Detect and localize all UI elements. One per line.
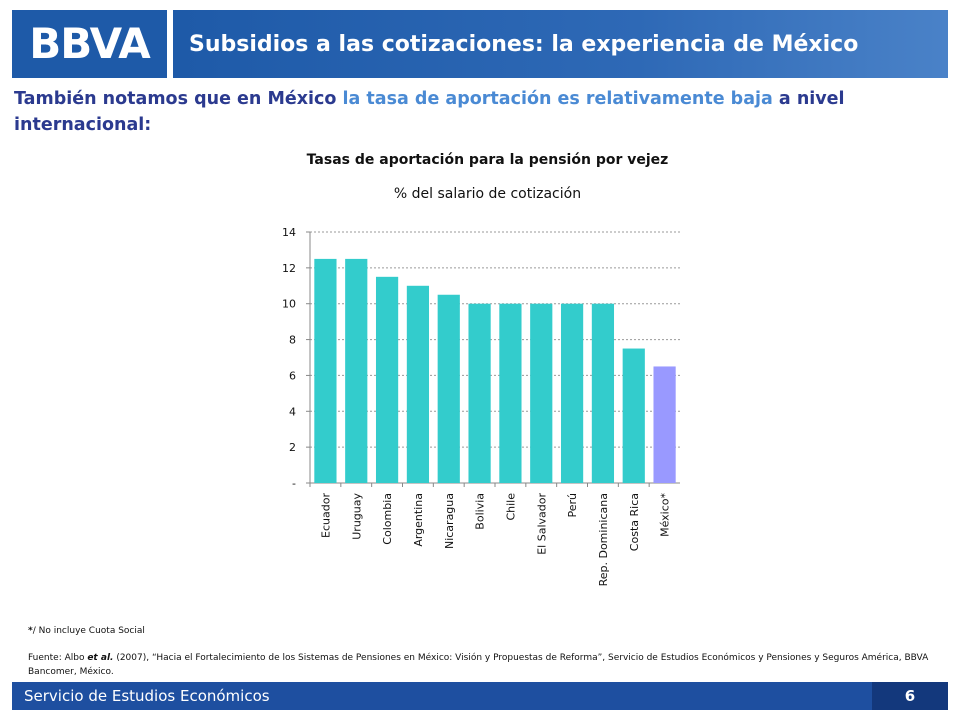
bar-colombia bbox=[375, 276, 399, 483]
slide-subtitle: También notamos que en México la tasa de… bbox=[14, 86, 934, 138]
chart-title: Tasas de aportación para la pensión por … bbox=[306, 152, 669, 168]
bbva-logo: BBVA bbox=[12, 10, 167, 78]
footer-label: Servicio de Estudios Económicos bbox=[24, 687, 270, 705]
page-title: Subsidios a las cotizaciones: la experie… bbox=[189, 31, 859, 57]
chart-subtitle: % del salario de cotización bbox=[393, 186, 582, 202]
y-tick-label: 14 bbox=[282, 226, 296, 239]
x-tick-label: Colombia bbox=[381, 493, 394, 545]
header: BBVA Subsidios a las cotizaciones: la ex… bbox=[0, 0, 960, 80]
footnote: */ No incluye Cuota Social bbox=[28, 626, 145, 636]
x-tick-label: Ecuador bbox=[319, 493, 332, 538]
x-tick-label: Costa Rica bbox=[628, 493, 641, 551]
logo-text: BBVA bbox=[29, 19, 150, 68]
page-number: 6 bbox=[872, 682, 948, 710]
bar-bolivia bbox=[468, 303, 491, 483]
bar-per- bbox=[560, 303, 584, 483]
source-etal: et al. bbox=[87, 653, 114, 663]
x-tick-label: El Salvador bbox=[535, 493, 548, 555]
x-tick-label: Rep. Dominicana bbox=[597, 493, 610, 586]
x-tick-label: Bolivia bbox=[474, 493, 487, 530]
bar-nicaragua bbox=[437, 294, 460, 483]
subtitle-part-3: a nivel internacional: bbox=[14, 89, 845, 135]
y-tick-label: 4 bbox=[289, 405, 296, 418]
source-text: (2007), “Hacia el Fortalecimiento de los… bbox=[28, 653, 929, 677]
bar-costa-rica bbox=[622, 348, 645, 483]
x-tick-label: Perú bbox=[566, 493, 579, 518]
x-tick-label: Uruguay bbox=[350, 493, 363, 540]
y-tick-label: 10 bbox=[282, 298, 296, 311]
footer-bar: Servicio de Estudios Económicos 6 bbox=[12, 682, 948, 710]
source-prefix: Fuente: Albo bbox=[28, 653, 88, 663]
bar-argentina bbox=[406, 285, 430, 483]
footnote-text: / No incluye Cuota Social bbox=[32, 626, 145, 636]
x-tick-label: Nicaragua bbox=[443, 493, 456, 549]
x-tick-label: México* bbox=[659, 493, 672, 537]
subtitle-part-1: También notamos que en México bbox=[14, 89, 343, 109]
y-tick-label: - bbox=[292, 477, 296, 490]
bar-m-xico- bbox=[653, 366, 676, 483]
y-tick-label: 2 bbox=[289, 441, 296, 454]
title-bar: Subsidios a las cotizaciones: la experie… bbox=[173, 10, 948, 78]
footnote-mark: * bbox=[28, 626, 33, 636]
bar-ecuador bbox=[314, 258, 337, 483]
y-tick-label: 8 bbox=[289, 334, 296, 347]
y-tick-label: 12 bbox=[282, 262, 296, 275]
source-note: Fuente: Albo et al. (2007), “Hacia el Fo… bbox=[28, 651, 933, 679]
subtitle-highlight: la tasa de aportación es relativamente b… bbox=[342, 89, 773, 109]
bar-rep-dominicana bbox=[591, 303, 615, 483]
x-tick-label: Chile bbox=[504, 493, 517, 521]
bar-uruguay bbox=[345, 258, 368, 483]
x-tick-label: Argentina bbox=[412, 493, 425, 547]
bar-el-salvador bbox=[530, 303, 553, 483]
y-tick-label: 6 bbox=[289, 369, 296, 382]
bar-chart: - 2 4 6 8 10 12 14 Ecuador Uruguay Colombia Argenti… bbox=[282, 226, 680, 586]
bar-chile bbox=[499, 303, 522, 483]
